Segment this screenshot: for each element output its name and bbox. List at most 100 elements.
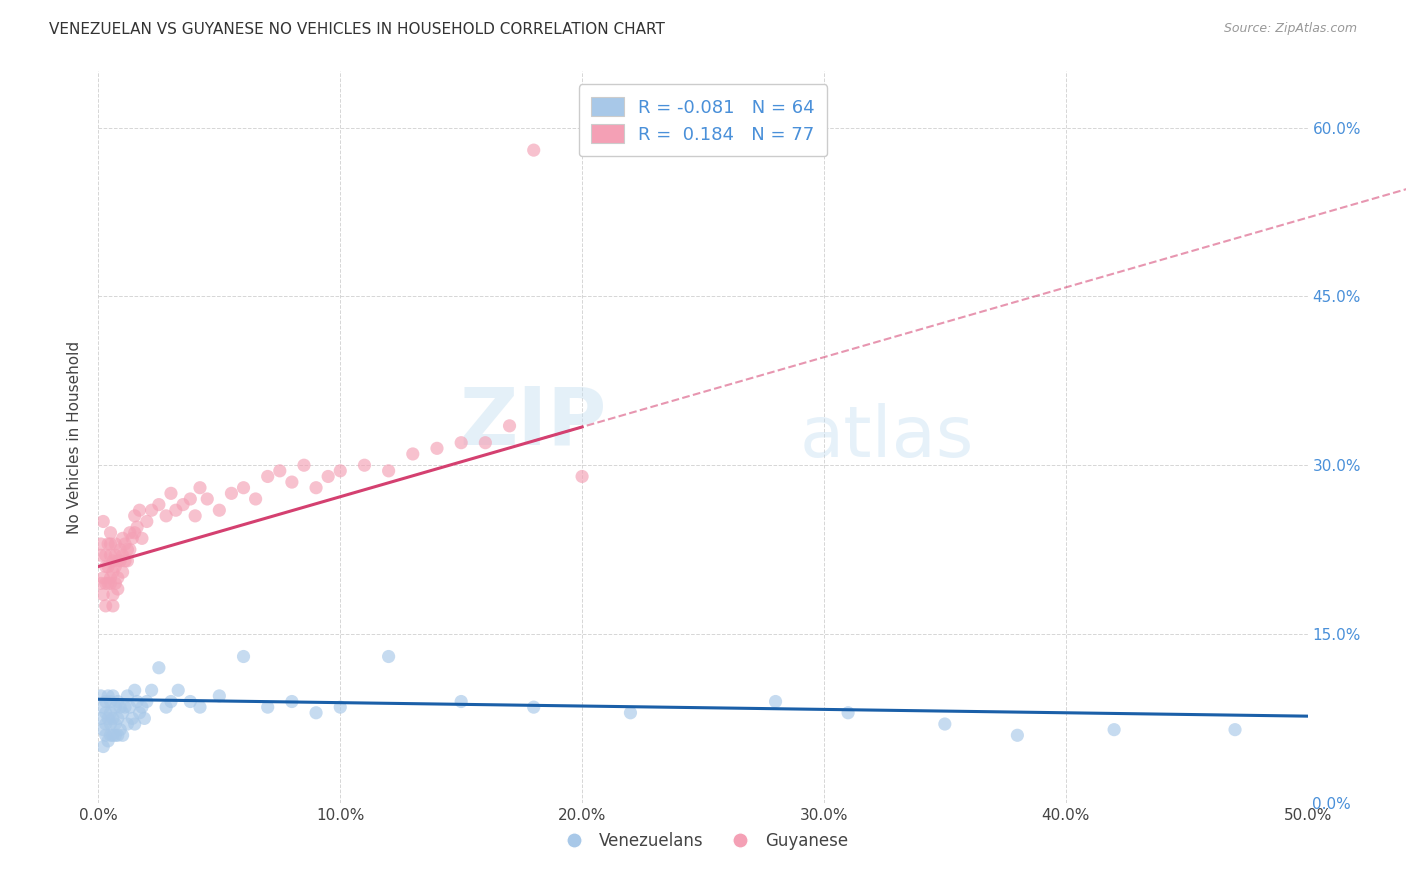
Point [101,588,124,602]
Point [155,700,177,714]
Point [124,525,146,540]
Point [281,694,304,708]
Point [329,464,352,478]
Point [155,508,177,523]
Point [184,508,207,523]
Point [571,469,593,483]
Point [121,711,143,725]
Point [135,515,157,529]
Point [353,458,375,473]
Point [117,717,139,731]
Point [426,442,449,456]
Point [104,537,127,551]
Point [97,559,120,574]
Point [107,694,129,708]
Point [90,576,112,591]
Point [117,542,139,557]
Point [90,548,112,562]
Point [135,694,157,708]
Point [256,469,278,483]
Point [91,700,114,714]
Point [101,689,124,703]
Point [160,694,183,708]
Point [141,503,163,517]
Point [97,576,120,591]
Point [97,689,120,703]
Text: Source: ZipAtlas.com: Source: ZipAtlas.com [1223,22,1357,36]
Point [121,532,143,546]
Point [165,503,187,517]
Point [104,576,127,591]
Point [148,661,170,675]
Point [128,503,150,517]
Point [765,694,787,708]
Point [111,706,134,720]
Point [100,728,122,742]
Point [232,481,254,495]
Point [127,694,149,708]
Point [108,542,131,557]
Point [377,649,399,664]
Point [108,723,131,737]
Point [104,559,127,574]
Point [619,706,641,720]
Point [100,548,122,562]
Point [377,464,399,478]
Point [131,532,153,546]
Point [90,537,112,551]
Point [101,728,124,742]
Point [104,700,127,714]
Point [101,599,124,613]
Point [97,711,120,725]
Point [94,548,117,562]
Point [100,537,122,551]
Text: atlas: atlas [800,402,974,472]
Point [107,554,129,568]
Point [1007,728,1029,742]
Point [837,706,859,720]
Point [114,537,136,551]
Point [94,706,117,720]
Point [523,143,546,157]
Point [111,565,134,579]
Point [111,532,134,546]
Point [450,435,472,450]
Point [1223,723,1246,737]
Point [188,481,211,495]
Point [101,565,124,579]
Point [91,571,114,585]
Point [305,481,328,495]
Point [90,711,112,725]
Point [91,515,114,529]
Point [523,700,546,714]
Point [91,588,114,602]
Point [100,525,122,540]
Point [221,486,243,500]
Point [498,418,520,433]
Y-axis label: No Vehicles in Household: No Vehicles in Household [67,341,83,533]
Point [100,717,122,731]
Point [329,700,352,714]
Point [141,683,163,698]
Text: VENEZUELAN VS GUYANESE NO VEHICLES IN HOUSEHOLD CORRELATION CHART: VENEZUELAN VS GUYANESE NO VEHICLES IN HO… [49,22,665,37]
Point [172,498,194,512]
Point [104,728,127,742]
Point [195,491,218,506]
Point [232,649,254,664]
Point [188,700,211,714]
Point [269,464,291,478]
Point [934,717,956,731]
Point [107,728,129,742]
Point [101,554,124,568]
Point [1102,723,1125,737]
Point [450,694,472,708]
Point [256,700,278,714]
Point [118,542,141,557]
Point [91,739,114,754]
Point [111,728,134,742]
Point [100,694,122,708]
Point [292,458,315,473]
Legend: Venezuelans, Guyanese: Venezuelans, Guyanese [551,825,855,856]
Point [114,700,136,714]
Point [117,689,139,703]
